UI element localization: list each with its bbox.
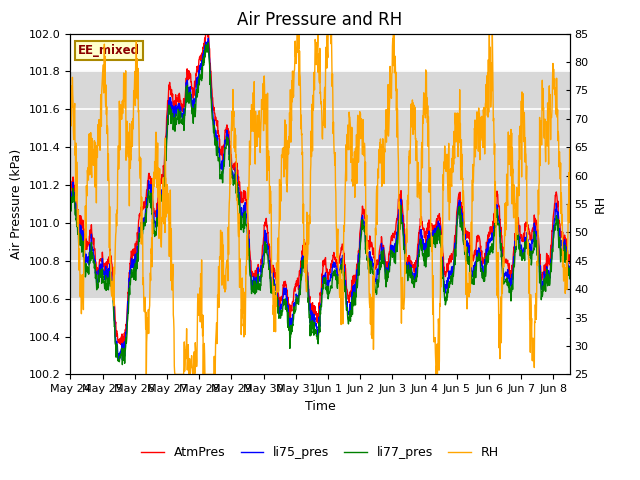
- Y-axis label: Air Pressure (kPa): Air Pressure (kPa): [10, 149, 24, 259]
- li75_pres: [204, 36, 212, 41]
- li75_pres: [566, 270, 573, 276]
- li75_pres: [126, 280, 134, 286]
- li77_pres: [67, 201, 74, 206]
- AtmPres: [202, 31, 209, 36]
- li77_pres: [118, 362, 126, 368]
- AtmPres: [279, 288, 287, 294]
- AtmPres: [566, 260, 573, 266]
- RH: [143, 372, 150, 377]
- li77_pres: [351, 294, 359, 300]
- AtmPres: [289, 299, 297, 305]
- Line: li77_pres: li77_pres: [70, 43, 570, 365]
- li77_pres: [126, 292, 134, 298]
- li75_pres: [279, 295, 287, 300]
- AtmPres: [67, 189, 74, 194]
- li77_pres: [204, 40, 212, 46]
- RH: [293, 31, 301, 36]
- Line: li75_pres: li75_pres: [70, 38, 570, 360]
- X-axis label: Time: Time: [305, 400, 335, 413]
- AtmPres: [298, 248, 306, 253]
- Bar: [70, 72, 570, 299]
- Line: AtmPres: AtmPres: [70, 34, 570, 346]
- RH: [351, 172, 359, 178]
- RH: [125, 203, 133, 209]
- li77_pres: [566, 276, 573, 282]
- li75_pres: [67, 199, 74, 204]
- li77_pres: [105, 280, 113, 286]
- RH: [289, 95, 297, 101]
- RH: [105, 180, 113, 186]
- li75_pres: [351, 282, 359, 288]
- RH: [298, 152, 306, 157]
- li77_pres: [289, 318, 297, 324]
- Legend: AtmPres, li75_pres, li77_pres, RH: AtmPres, li75_pres, li77_pres, RH: [136, 441, 504, 464]
- AtmPres: [105, 254, 113, 260]
- li77_pres: [279, 304, 287, 310]
- AtmPres: [351, 276, 359, 281]
- RH: [67, 86, 74, 92]
- RH: [566, 146, 573, 152]
- AtmPres: [126, 271, 134, 277]
- Title: Air Pressure and RH: Air Pressure and RH: [237, 11, 403, 29]
- li77_pres: [298, 258, 306, 264]
- AtmPres: [118, 343, 126, 348]
- Line: RH: RH: [70, 34, 570, 374]
- Text: EE_mixed: EE_mixed: [78, 44, 140, 57]
- Y-axis label: RH: RH: [594, 195, 607, 213]
- RH: [278, 146, 286, 152]
- li75_pres: [118, 357, 126, 363]
- li75_pres: [289, 312, 297, 318]
- li75_pres: [298, 254, 306, 260]
- li75_pres: [105, 267, 113, 273]
